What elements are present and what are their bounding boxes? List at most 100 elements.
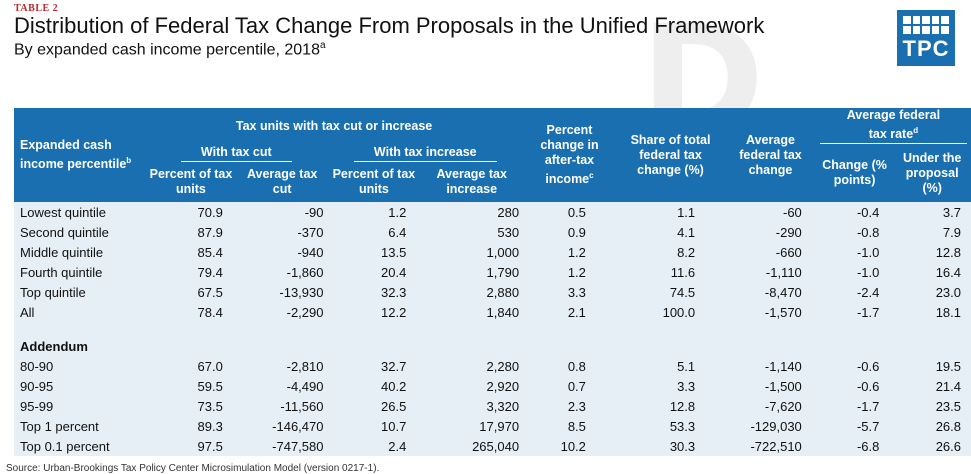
row-label: Middle quintile: [14, 242, 146, 263]
table-cell: 1,840: [420, 302, 524, 323]
table-cell: -1.0: [815, 242, 894, 263]
table-cell: 1,000: [420, 242, 524, 263]
table-cell: 87.9: [145, 222, 237, 243]
table-cell: -1,860: [236, 262, 328, 283]
row-label: Second quintile: [14, 222, 146, 243]
table-row: 90-95 59.5 -4,490 40.2 2,920 0.7 3.3 -1,500 -0.6…: [14, 376, 971, 397]
table-cell: 1.2: [523, 242, 616, 263]
table-cell: 4.1: [615, 222, 726, 243]
row-label: All: [14, 302, 146, 323]
table-cell: 280: [420, 202, 524, 223]
table-cell: 7.9: [893, 222, 971, 243]
table-cell: 70.9: [145, 202, 237, 223]
table-cell: -2,810: [236, 356, 328, 377]
table-cell: 73.5: [145, 396, 237, 417]
table-cell: 530: [420, 222, 524, 243]
table-cell: 0.5: [523, 202, 616, 223]
col-header-cut-pct: Percent of tax units: [145, 162, 237, 203]
table-cell: 40.2: [327, 376, 421, 397]
page-subtitle: By expanded cash income percentile, 2018…: [14, 40, 326, 59]
table-cell: 32.7: [327, 356, 421, 377]
table-cell: 79.4: [145, 262, 237, 283]
col-header-inc-pct: Percent of tax units: [327, 162, 421, 203]
table-cell: 265,040: [420, 436, 524, 457]
table-cell: 6.4: [327, 222, 421, 243]
col-header-cut-avg: Average tax cut: [236, 162, 328, 203]
table-cell: 23.5: [893, 396, 971, 417]
table-cell: -1,500: [725, 376, 816, 397]
table-cell: 3.3: [615, 376, 726, 397]
row-label: 90-95: [14, 376, 146, 397]
table-cell: -11,560: [236, 396, 328, 417]
row-label: 80-90: [14, 356, 146, 377]
tpc-logo: TPC: [897, 10, 955, 66]
source-note: Source: Urban-Brookings Tax Policy Cente…: [6, 463, 380, 474]
table-cell: 26.5: [327, 396, 421, 417]
table-cell: -1.0: [815, 262, 894, 283]
col-header-inc-avg: Average tax increase: [420, 162, 524, 203]
col-header-avg-change: Average federal tax change: [725, 108, 816, 203]
row-label: Lowest quintile: [14, 202, 146, 223]
table-cell: -4,490: [236, 376, 328, 397]
table-cell: 3.3: [523, 282, 616, 303]
table-cell: 2.3: [523, 396, 616, 417]
table-cell: 8.2: [615, 242, 726, 263]
table-cell: -1.7: [815, 396, 894, 417]
table-cell: -660: [725, 242, 816, 263]
row-label: Top 1 percent: [14, 416, 146, 437]
table-cell: -0.4: [815, 202, 894, 223]
table-cell: -5.7: [815, 416, 894, 437]
table-cell: 17,970: [420, 416, 524, 437]
table-cell: 16.4: [893, 262, 971, 283]
table-cell: -940: [236, 242, 328, 263]
table-cell: 12.2: [327, 302, 421, 323]
col-group-tax-units: Tax units with tax cut or increase: [145, 108, 524, 145]
page-title: Distribution of Federal Tax Change From …: [14, 13, 765, 38]
col-header-rate-change: Change (% points): [815, 144, 894, 203]
table-cell: 2.1: [523, 302, 616, 323]
table-cell: 59.5: [145, 376, 237, 397]
table-cell: -1.7: [815, 302, 894, 323]
col-header-pct-change: Percent change in after-tax incomec: [523, 108, 616, 203]
table-row: Lowest quintile 70.9 -90 1.2 280 0.5 1.1 -60 -0.…: [14, 202, 971, 223]
table-cell: 13.5: [327, 242, 421, 263]
table-cell: 3,320: [420, 396, 524, 417]
addendum-heading: Addendum: [14, 336, 971, 357]
table-cell: 2.4: [327, 436, 421, 457]
table-cell: 5.1: [615, 356, 726, 377]
table-row: 95-99 73.5 -11,560 26.5 3,320 2.3 12.8 -7,620 -1…: [14, 396, 971, 417]
table-cell: -0.8: [815, 222, 894, 243]
table-cell: 53.3: [615, 416, 726, 437]
col-group-with-cut: With tax cut: [145, 144, 328, 163]
table-cell: 2,880: [420, 282, 524, 303]
table-cell: 18.1: [893, 302, 971, 323]
table-header: TABLE 2 Distribution of Federal Tax Chan…: [14, 0, 957, 100]
table-cell: 19.5: [893, 356, 971, 377]
table-cell: 11.6: [615, 262, 726, 283]
col-group-avg-rate: Average federal tax rated: [815, 108, 971, 145]
table-cell: -8,470: [725, 282, 816, 303]
row-label: Top quintile: [14, 282, 146, 303]
table-cell: 1,790: [420, 262, 524, 283]
table-cell: -747,580: [236, 436, 328, 457]
table-cell: 1.2: [327, 202, 421, 223]
col-header-rate-under: Under the proposal (%): [893, 144, 971, 203]
table-cell: -1,570: [725, 302, 816, 323]
table-cell: 100.0: [615, 302, 726, 323]
table-cell: 78.4: [145, 302, 237, 323]
table-cell: 26.6: [893, 436, 971, 457]
table-cell: 1.2: [523, 262, 616, 283]
table-cell: -129,030: [725, 416, 816, 437]
spacer-row: [14, 322, 971, 337]
row-label: 95-99: [14, 396, 146, 417]
table-cell: 1.1: [615, 202, 726, 223]
table-row: Middle quintile 85.4 -940 13.5 1,000 1.2 8.2 -6…: [14, 242, 971, 263]
addendum-heading-row: Addendum: [14, 336, 971, 357]
table-cell: 74.5: [615, 282, 726, 303]
table-cell: -0.6: [815, 356, 894, 377]
table-cell: 3.7: [893, 202, 971, 223]
table-cell: 10.2: [523, 436, 616, 457]
table-cell: 23.0: [893, 282, 971, 303]
subtitle-text: By expanded cash income percentile, 2018: [14, 41, 320, 59]
table-cell: -13,930: [236, 282, 328, 303]
